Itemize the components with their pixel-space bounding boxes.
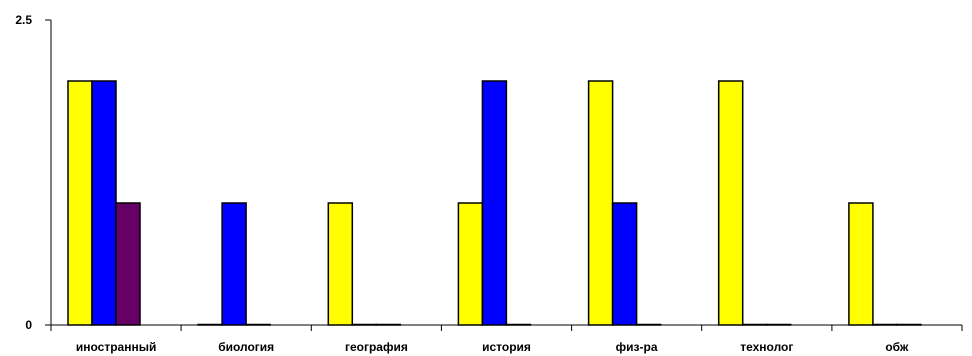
bar-s1-c0 bbox=[91, 80, 117, 326]
bars-group bbox=[67, 80, 922, 326]
x-tick-label-4: физ-ра bbox=[616, 340, 658, 354]
bar-s0-c2 bbox=[327, 202, 354, 326]
bar-s0-c4 bbox=[587, 80, 614, 326]
y-tick-label-max: 2.5 bbox=[15, 13, 32, 27]
bar-s0-c3 bbox=[457, 202, 484, 326]
x-ticks-group bbox=[50, 325, 963, 331]
x-tick-label-2: география bbox=[345, 340, 408, 354]
x-tick-label-6: обж bbox=[885, 340, 909, 354]
bar-s0-c6 bbox=[848, 202, 874, 326]
bar-s1-c4 bbox=[611, 202, 638, 326]
bar-s1-c3 bbox=[481, 80, 508, 326]
bar-s1-c1 bbox=[221, 202, 247, 326]
x-tick-label-1: биология bbox=[218, 340, 274, 354]
x-labels-group: иностранный биология география история физ-р… bbox=[76, 340, 909, 354]
x-tick-label-3: история bbox=[482, 340, 531, 354]
x-tick-label-5: технолог bbox=[740, 340, 793, 354]
y-tick-label-zero: 0 bbox=[25, 318, 32, 332]
bar-s0-c0 bbox=[67, 80, 93, 326]
bar-s0-c5 bbox=[717, 80, 744, 326]
bar-s2-c0 bbox=[115, 202, 141, 326]
x-tick-label-0: иностранный bbox=[76, 340, 156, 354]
